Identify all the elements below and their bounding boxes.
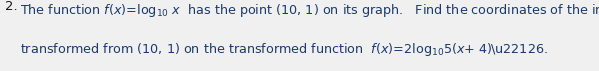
Text: transformed from (10, 1) on the transformed function  $\mathit{f}(\mathit{x})$=2: transformed from (10, 1) on the transfor…	[20, 41, 548, 58]
Text: The function $\mathit{f}(\mathit{x})$=log$_{10}$ $\mathit{x}$  has the point (10: The function $\mathit{f}(\mathit{x})$=lo…	[20, 2, 599, 19]
Text: 2.: 2.	[5, 0, 17, 13]
